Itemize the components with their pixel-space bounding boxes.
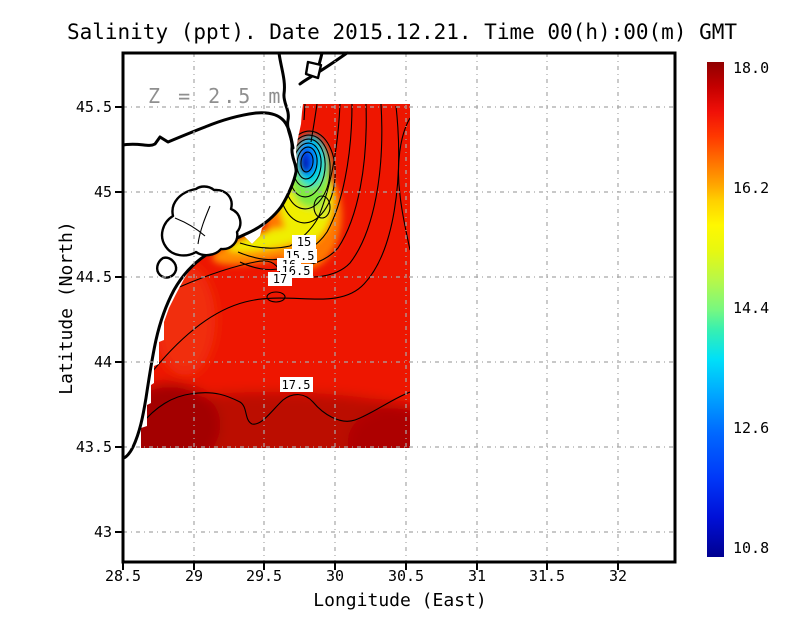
y-tick-labels: 45.5 45 44.5 44 43.5 43 (76, 98, 112, 541)
contour-label-17-5: 17.5 (282, 378, 311, 392)
x-tick-7: 32 (609, 567, 627, 585)
figure-title: Salinity (ppt). Date 2015.12.21. Time 00… (67, 20, 737, 44)
plot-frame (121, 51, 677, 564)
contour-label-17: 17 (273, 272, 287, 286)
y-tick-5: 43 (94, 523, 112, 541)
colorbar-label-3: 12.6 (733, 419, 769, 437)
lagoon-divider-1 (174, 217, 206, 237)
x-axis-title: Longitude (East) (313, 590, 486, 611)
x-tick-3: 30 (326, 567, 344, 585)
y-tick-0: 45.5 (76, 98, 112, 116)
y-axis-title: Latitude (North) (56, 221, 77, 394)
danube-delta-coast (121, 51, 298, 460)
coastline (121, 51, 349, 460)
x-tick-labels: 28.5 29 29.5 30 30.5 31 31.5 32 (105, 567, 627, 585)
gridlines (123, 53, 675, 562)
axis-ticks (115, 106, 619, 570)
colorbar-label-2: 14.4 (733, 299, 769, 317)
lagoon-divider-2 (197, 205, 211, 245)
colorbar-gradient (707, 62, 724, 557)
contour-label-group: 15 15.5 16 16.5 17 17.5 (268, 235, 317, 392)
y-tick-3: 44 (94, 353, 112, 371)
y-tick-2: 44.5 (76, 268, 112, 286)
delta-island (304, 60, 323, 80)
contour-label-15: 15 (297, 235, 311, 249)
colorbar-label-1: 16.2 (733, 179, 769, 197)
y-tick-1: 45 (94, 183, 112, 201)
x-tick-2: 29.5 (246, 567, 282, 585)
x-tick-0: 28.5 (105, 567, 141, 585)
north-coast (121, 111, 295, 150)
lagoon-complex (160, 185, 242, 257)
small-lagoon (155, 256, 178, 279)
x-tick-6: 31.5 (529, 567, 565, 585)
x-tick-4: 30.5 (388, 567, 424, 585)
colorbar-label-4: 10.8 (733, 539, 769, 557)
y-tick-4: 43.5 (76, 438, 112, 456)
x-tick-5: 31 (468, 567, 486, 585)
x-tick-1: 29 (185, 567, 203, 585)
colorbar-label-0: 18.0 (733, 59, 769, 77)
colorbar: 18.0 16.2 14.4 12.6 10.8 (707, 59, 769, 557)
depth-annotation: Z = 2.5 m (148, 84, 283, 108)
